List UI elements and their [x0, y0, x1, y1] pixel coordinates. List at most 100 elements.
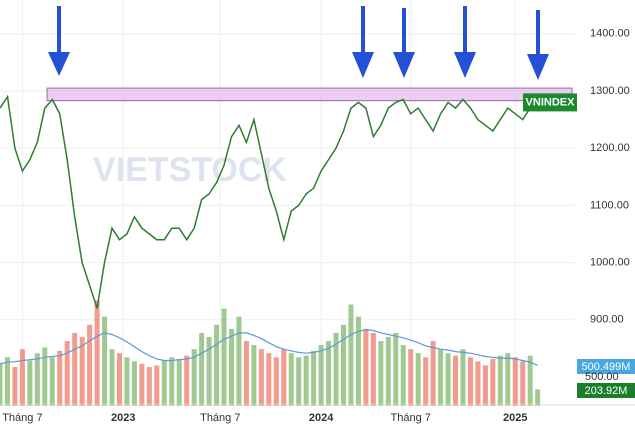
volume-bar [258, 349, 264, 406]
volume-bar [12, 367, 18, 406]
volume-label: 203.92M [585, 385, 628, 397]
volume-bar [326, 341, 332, 406]
arrow [454, 6, 476, 78]
volume-bar [273, 357, 279, 406]
watermark: VIETSTOCK [93, 151, 287, 189]
y-tick-label: 1200.00 [590, 142, 630, 154]
volume-bar [228, 328, 234, 406]
volume-bar [281, 349, 287, 406]
y-tick-label: 1100.00 [590, 199, 629, 211]
volume-bar [423, 357, 429, 406]
volume-bar [505, 353, 511, 406]
volume-bar [535, 389, 541, 406]
volume-bar [154, 365, 160, 406]
volume-bar [527, 355, 533, 406]
volume-bar [333, 332, 339, 406]
volume-bar [296, 357, 302, 406]
price-line [0, 94, 539, 309]
volume-bar [146, 367, 152, 406]
volume-box [577, 383, 635, 398]
volume-bar [184, 355, 190, 406]
x-tick-label: 2025 [503, 412, 527, 424]
volume-bar [131, 361, 137, 406]
volume-bar [27, 360, 33, 406]
volume-bar [72, 332, 78, 406]
volume-bar [266, 353, 272, 406]
volume-bar [453, 355, 459, 406]
x-tick-label: Tháng 7 [200, 412, 240, 424]
volume-bar [348, 304, 354, 406]
volume-bar [191, 349, 197, 406]
volume-bar [221, 308, 227, 406]
volume-bar [176, 358, 182, 406]
y-tick-label: 1300.00 [590, 85, 630, 97]
volume-bar [139, 363, 145, 406]
volume-bar [415, 353, 421, 406]
volume-bar [370, 332, 376, 406]
volume-bar [236, 316, 242, 406]
volume-bar [438, 349, 444, 406]
volume-bar [482, 365, 488, 406]
volume-bar [57, 350, 63, 406]
volume-bar [445, 353, 451, 406]
volume-bar [87, 324, 93, 406]
volume-bar [49, 357, 55, 406]
volume-bar [79, 336, 85, 406]
volume-bar [0, 363, 3, 406]
volume-bar [512, 357, 518, 406]
volume-bar [94, 300, 100, 406]
x-tick-label: 2023 [111, 412, 135, 424]
volume-bar [288, 353, 294, 406]
volume-bar [303, 355, 309, 406]
volume-bar [378, 341, 384, 406]
axis-panel [575, 0, 635, 426]
volume-bar [34, 353, 40, 406]
volume-bar [199, 332, 205, 406]
volume-bar [430, 341, 436, 406]
x-tick-label: Tháng 7 [2, 412, 42, 424]
volume-mid-label: 500.00 [585, 371, 619, 383]
volume-bar [311, 350, 317, 406]
volume-bar [64, 341, 70, 406]
volume-ma-line [0, 329, 538, 366]
volume-bar [116, 353, 122, 406]
volume-bar [393, 332, 399, 406]
volume-bar [214, 324, 220, 406]
volume-bar [169, 357, 175, 406]
volume-bar [385, 336, 391, 406]
x-tick-label: 2024 [309, 412, 334, 424]
arrow [48, 6, 70, 76]
last-price-label: VNINDEX [526, 96, 576, 108]
arrow [352, 6, 374, 78]
volume-bar [520, 361, 526, 406]
volume-bar [206, 336, 212, 406]
volume-bar [251, 345, 257, 406]
volume-bar [355, 316, 361, 406]
last-price-box [523, 93, 577, 112]
volume-bar [363, 328, 369, 406]
volume-bar [467, 357, 473, 406]
volume-ma-box [577, 359, 635, 374]
volume-bar [19, 349, 25, 406]
y-tick-label: 1000.00 [590, 256, 630, 268]
volume-ma-label: 500.499M [582, 361, 631, 373]
y-tick-label: 900.00 [590, 314, 624, 326]
y-tick-label: 1400.00 [590, 28, 630, 40]
volume-bar [42, 347, 48, 406]
volume-bar [490, 358, 496, 406]
x-tick-label: Tháng 7 [391, 412, 431, 424]
volume-bar [161, 360, 167, 406]
volume-bar [475, 361, 481, 406]
volume-bar [497, 355, 503, 406]
arrow [527, 10, 549, 80]
volume-bar [109, 349, 115, 406]
volume-bar [102, 316, 108, 406]
resistance-band [46, 87, 573, 102]
volume-bar [243, 341, 249, 406]
arrows [48, 6, 549, 80]
volume-bar [460, 349, 466, 406]
volume-bar [4, 357, 10, 406]
volume-bar [408, 349, 414, 406]
volume-bar [124, 357, 130, 406]
